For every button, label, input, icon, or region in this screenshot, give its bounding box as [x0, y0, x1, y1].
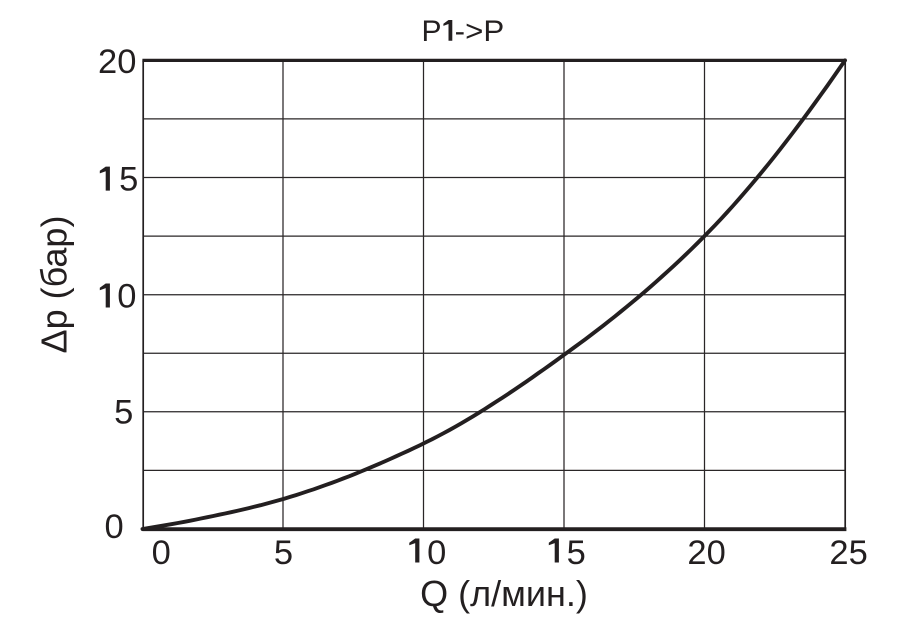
svg-text:Q (л/мин.): Q (л/мин.)	[420, 573, 588, 614]
svg-text:20: 20	[687, 534, 725, 572]
svg-text:20: 20	[98, 43, 136, 81]
svg-text:0: 0	[152, 534, 171, 572]
svg-text:5: 5	[567, 534, 586, 572]
svg-text:->P: ->P	[455, 15, 505, 48]
svg-text:5: 5	[274, 534, 293, 572]
svg-text:0: 0	[105, 508, 124, 546]
svg-text:0: 0	[427, 534, 446, 572]
svg-text:5: 5	[114, 393, 133, 431]
svg-text:25: 25	[829, 534, 867, 572]
svg-text:0: 0	[117, 278, 136, 316]
svg-text:Δp (бар): Δp (бар)	[34, 216, 75, 354]
svg-text:P: P	[422, 15, 442, 48]
svg-text:5: 5	[119, 161, 138, 199]
